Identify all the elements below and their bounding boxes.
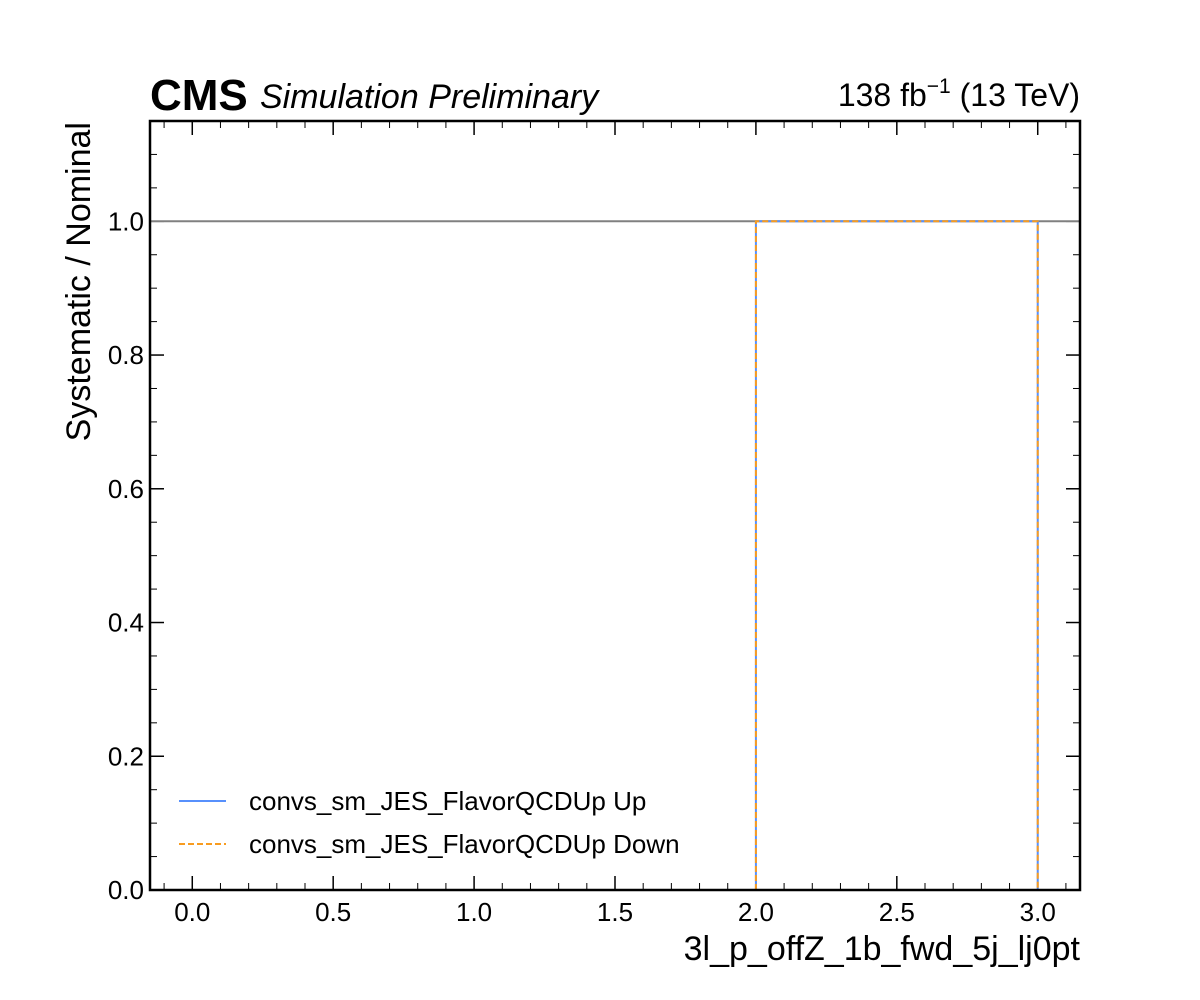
legend-label-down: convs_sm_JES_FlavorQCDUp Down: [249, 829, 680, 859]
tick-labels: 0.0 0.5 1.0 1.5 2.0 2.5 3.0 0.0 0.2 0.4 0.6 0.8 1.0: [108, 206, 1056, 927]
plot-frame: [148, 119, 1082, 892]
y-tick-label: 0.6: [108, 474, 144, 504]
x-tick-label: 0.5: [315, 897, 351, 927]
energy-label: (13 TeV): [951, 77, 1080, 113]
axis-ticks: [150, 120, 1080, 891]
legend-label-up: convs_sm_JES_FlavorQCDUp Up: [249, 786, 646, 816]
y-tick-label: 0.2: [108, 741, 144, 771]
x-tick-label: 3.0: [1020, 897, 1056, 927]
y-tick-label: 1.0: [108, 206, 144, 236]
series-up-line: [754, 220, 1039, 890]
x-tick-label: 2.0: [738, 897, 774, 927]
y-tick-label: 0.8: [108, 340, 144, 370]
y-axis-title: Systematic / Nominal: [60, 122, 98, 441]
x-tick-label: 2.5: [879, 897, 915, 927]
series-down-line: [754, 220, 1039, 890]
x-tick-label: 1.0: [456, 897, 492, 927]
experiment-label: CMS: [150, 71, 248, 120]
plot-lines: [150, 220, 1080, 890]
y-tick-label: 0.4: [108, 608, 144, 638]
x-tick-label: 1.5: [597, 897, 633, 927]
luminosity-exponent: −1: [927, 75, 951, 98]
luminosity-label: 138 fb−1 (13 TeV): [838, 75, 1080, 113]
x-tick-label: 0.0: [174, 897, 210, 927]
status-label: Simulation Preliminary: [260, 78, 600, 116]
legend: convs_sm_JES_FlavorQCDUp Up convs_sm_JES_…: [179, 786, 680, 859]
luminosity-value: 138 fb: [838, 77, 927, 113]
x-axis-title: 3l_p_offZ_1b_fwd_5j_lj0pt: [684, 930, 1081, 968]
y-tick-label: 0.0: [108, 875, 144, 905]
